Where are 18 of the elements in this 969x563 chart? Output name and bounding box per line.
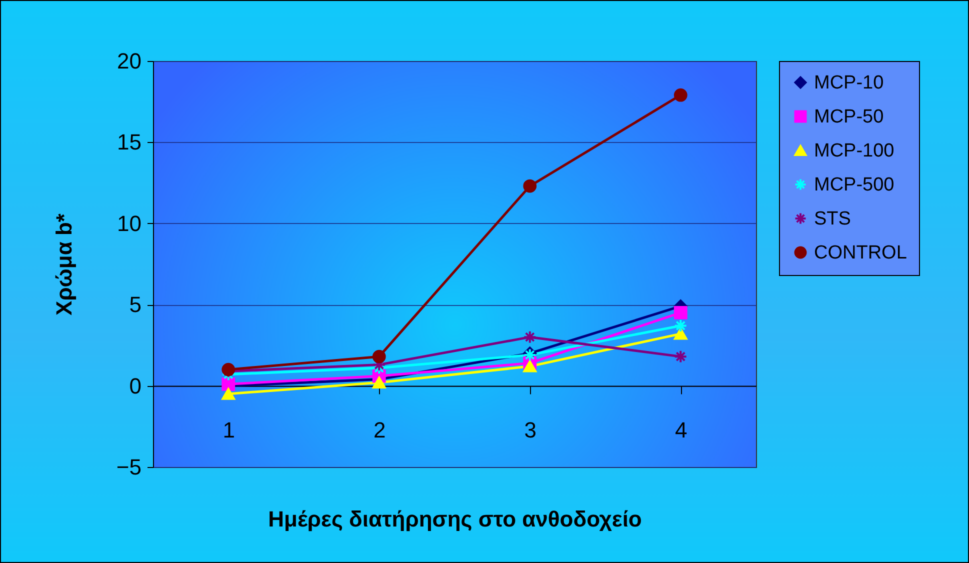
y-axis-title: Χρώμα b* xyxy=(51,213,76,316)
legend-label: MCP-100 xyxy=(814,140,894,162)
y-tick-label: 10 xyxy=(117,210,142,236)
y-tick-label: 15 xyxy=(117,130,142,155)
legend-label: MCP-500 xyxy=(814,174,894,196)
x-axis-title: Ημέρες διατήρησης στο ανθοδοχείο xyxy=(268,506,642,532)
legend-label: MCP-10 xyxy=(814,72,884,94)
y-tick-label: 20 xyxy=(117,48,142,74)
y-tick-label: 5 xyxy=(129,292,142,318)
legend-label: MCP-50 xyxy=(814,106,884,128)
x-tick-label: 1 xyxy=(222,417,235,442)
y-tick-label: 0 xyxy=(129,373,142,398)
x-tick-label: 4 xyxy=(675,417,688,442)
legend-label: CONTROL xyxy=(814,242,907,264)
y-tick-label: −5 xyxy=(116,454,142,480)
x-tick-label: 2 xyxy=(374,417,386,442)
x-tick-label: 3 xyxy=(524,417,536,442)
legend-label: STS xyxy=(814,208,851,230)
